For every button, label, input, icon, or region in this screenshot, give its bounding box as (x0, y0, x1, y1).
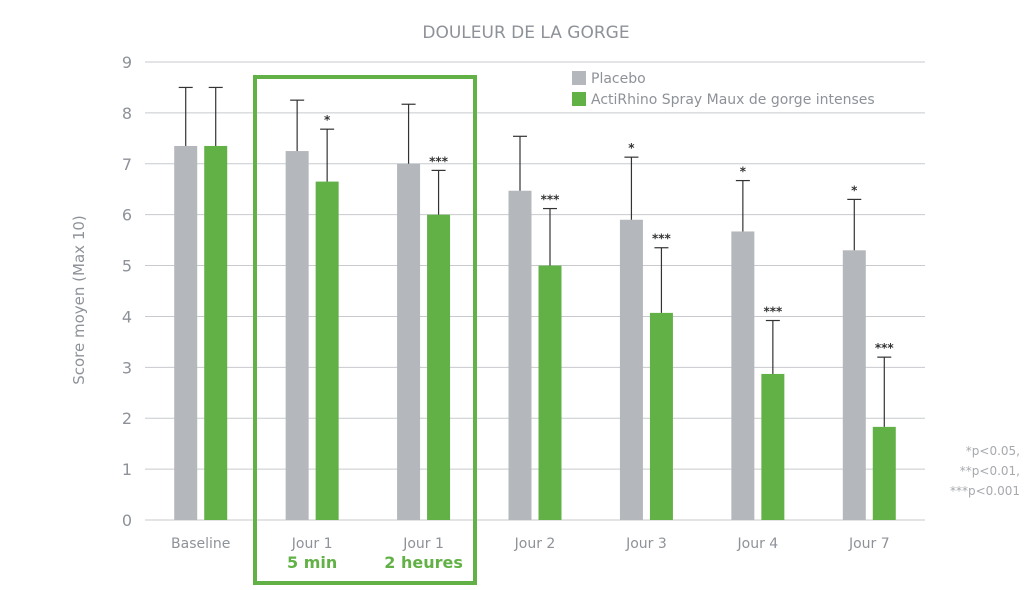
legend-swatch (572, 92, 586, 106)
actirhino-bar (538, 265, 562, 520)
y-tick-label: 7 (122, 155, 132, 174)
significance-marker: * (628, 141, 635, 155)
actirhino-bar (761, 373, 785, 520)
significance-marker: * (324, 113, 331, 127)
highlight-box (253, 75, 477, 585)
significance-markers: ******************* (324, 113, 894, 355)
actirhino-bar (649, 312, 673, 520)
placebo-bar (285, 151, 309, 521)
y-tick-label: 4 (122, 307, 132, 326)
placebo-bar (508, 190, 532, 520)
legend-label: ActiRhino Spray Maux de gorge intenses (591, 92, 875, 108)
significance-marker: * (851, 183, 858, 197)
significance-marker: *** (652, 232, 672, 246)
x-tick-label: Jour 4 (737, 536, 779, 552)
legend-swatch (572, 71, 586, 85)
x-tick-label: Jour 1 (402, 536, 444, 552)
x-tick-label: Jour 2 (514, 536, 556, 552)
footnote-line: **p<0.01, (960, 464, 1020, 478)
legend: Placebo ActiRhino Spray Maux de gorge int… (572, 71, 875, 108)
placebo-bar (619, 219, 643, 520)
gridlines (145, 61, 925, 521)
y-tick-label: 8 (122, 104, 132, 123)
placebo-bar (174, 145, 198, 520)
x-tick-label: Jour 3 (625, 536, 667, 552)
y-tick-label: 5 (122, 257, 132, 276)
actirhino-bar (872, 426, 896, 520)
y-axis-label: Score moyen (Max 10) (70, 215, 88, 385)
x-tick-label: Jour 1 (291, 536, 333, 552)
significance-marker: *** (763, 305, 783, 319)
footnote-line: ***p<0.001 (950, 484, 1020, 498)
footnote-line: *p<0.05, (966, 444, 1020, 458)
actirhino-bar (315, 181, 339, 521)
bars (174, 145, 896, 521)
y-tick-label: 3 (122, 358, 132, 377)
y-tick-label: 2 (122, 409, 132, 428)
x-tick-label: Baseline (171, 536, 230, 552)
placebo-bar (842, 250, 866, 521)
significance-marker: *** (429, 154, 449, 168)
y-tick-label: 0 (122, 511, 132, 530)
significance-marker: *** (541, 193, 561, 207)
legend-label: Placebo (591, 71, 646, 87)
x-tick-label: Jour 7 (848, 536, 890, 552)
y-tick-label: 9 (122, 53, 132, 72)
error-bars (178, 86, 892, 427)
chart-title: DOULEUR DE LA GORGE (422, 23, 629, 43)
y-axis-ticks: 0 1 2 3 4 5 6 7 8 9 (122, 53, 132, 530)
x-tick-sublabel: 5 min (287, 553, 337, 572)
significance-footnote: *p<0.05, **p<0.01, ***p<0.001 (950, 444, 1020, 498)
actirhino-bar (427, 214, 451, 520)
actirhino-bar (204, 145, 228, 520)
y-tick-label: 6 (122, 206, 132, 225)
placebo-bar (397, 163, 421, 520)
placebo-bar (731, 231, 755, 520)
x-tick-sublabel: 2 heures (384, 553, 463, 572)
significance-marker: * (740, 165, 747, 179)
y-tick-label: 1 (122, 460, 132, 479)
significance-marker: *** (875, 341, 895, 355)
